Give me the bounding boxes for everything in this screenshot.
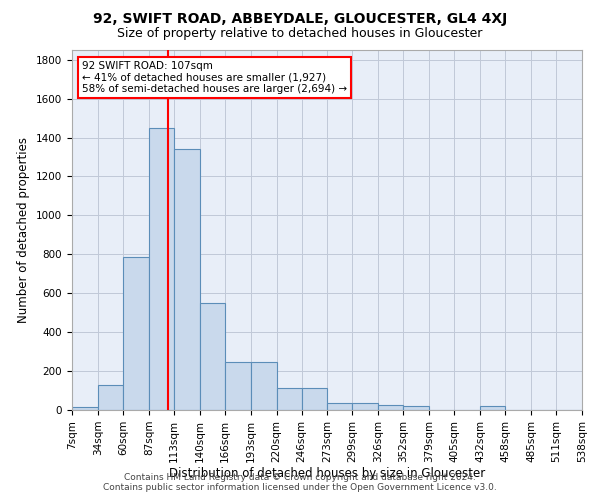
Text: Size of property relative to detached houses in Gloucester: Size of property relative to detached ho…: [118, 28, 482, 40]
Text: 92, SWIFT ROAD, ABBEYDALE, GLOUCESTER, GL4 4XJ: 92, SWIFT ROAD, ABBEYDALE, GLOUCESTER, G…: [93, 12, 507, 26]
Bar: [251, 362, 277, 410]
Bar: [379, 405, 403, 410]
Y-axis label: Number of detached properties: Number of detached properties: [17, 137, 31, 323]
Bar: [72, 407, 98, 410]
Bar: [403, 406, 429, 410]
X-axis label: Distribution of detached houses by size in Gloucester: Distribution of detached houses by size …: [169, 468, 485, 480]
Bar: [328, 403, 352, 410]
Bar: [149, 128, 174, 410]
Text: Contains HM Land Registry data © Crown copyright and database right 2024.
Contai: Contains HM Land Registry data © Crown c…: [103, 473, 497, 492]
Bar: [123, 257, 149, 410]
Bar: [277, 388, 302, 410]
Bar: [98, 384, 123, 410]
Bar: [174, 149, 200, 410]
Bar: [480, 406, 505, 410]
Bar: [200, 303, 225, 410]
Bar: [225, 362, 251, 410]
Bar: [302, 388, 328, 410]
Text: 92 SWIFT ROAD: 107sqm
← 41% of detached houses are smaller (1,927)
58% of semi-d: 92 SWIFT ROAD: 107sqm ← 41% of detached …: [82, 61, 347, 94]
Bar: [352, 403, 379, 410]
